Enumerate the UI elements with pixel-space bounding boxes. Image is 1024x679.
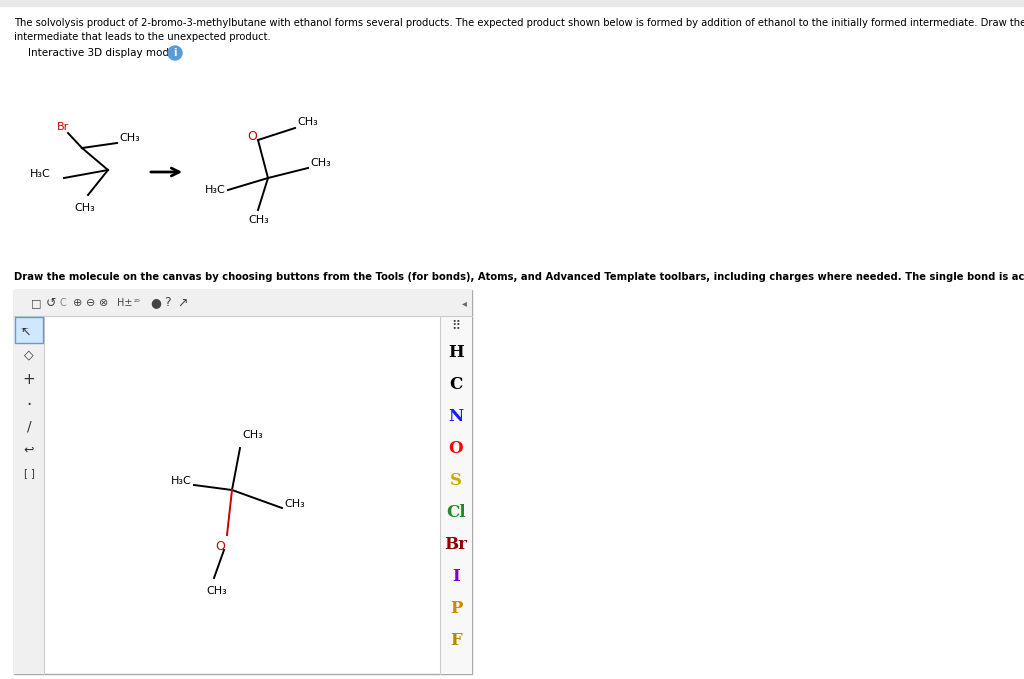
Bar xyxy=(0,0,1024,6)
Text: ⊗: ⊗ xyxy=(99,298,109,308)
Text: CH₃: CH₃ xyxy=(242,430,263,440)
Text: O: O xyxy=(215,540,225,553)
Text: Br: Br xyxy=(57,122,70,132)
Text: CH₃: CH₃ xyxy=(284,499,305,509)
Text: CH₃: CH₃ xyxy=(310,158,331,168)
Text: ◇: ◇ xyxy=(25,348,34,361)
Circle shape xyxy=(168,46,182,60)
Text: H: H xyxy=(449,344,464,361)
Text: Br: Br xyxy=(444,536,468,553)
Text: i: i xyxy=(173,48,177,58)
Text: CH₃: CH₃ xyxy=(119,133,139,143)
Text: H₃C: H₃C xyxy=(205,185,225,195)
Text: I: I xyxy=(453,568,460,585)
Text: O: O xyxy=(247,130,257,143)
Text: CH₃: CH₃ xyxy=(297,117,317,127)
Text: Draw the molecule on the canvas by choosing buttons from the Tools (for bonds), : Draw the molecule on the canvas by choos… xyxy=(14,272,1024,282)
Text: ↩: ↩ xyxy=(24,444,34,457)
Text: H₃C: H₃C xyxy=(30,169,51,179)
Bar xyxy=(14,290,472,316)
Text: ⊕: ⊕ xyxy=(73,298,82,308)
Bar xyxy=(14,316,44,674)
Text: ↺: ↺ xyxy=(46,297,56,310)
Text: O: O xyxy=(449,440,463,457)
Text: Interactive 3D display mode: Interactive 3D display mode xyxy=(28,48,175,58)
Text: [ ]: [ ] xyxy=(24,468,35,478)
Text: The solvolysis product of 2-bromo-3-methylbutane with ethanol forms several prod: The solvolysis product of 2-bromo-3-meth… xyxy=(14,18,1024,28)
Text: ?: ? xyxy=(164,297,171,310)
Text: /: / xyxy=(27,420,32,434)
Text: ↖: ↖ xyxy=(20,325,31,339)
Text: ²⁰: ²⁰ xyxy=(134,299,140,308)
Text: Cl: Cl xyxy=(446,504,466,521)
Text: CH₃: CH₃ xyxy=(206,586,226,596)
Text: P: P xyxy=(450,600,462,617)
Bar xyxy=(440,316,472,674)
Text: ⊖: ⊖ xyxy=(86,298,95,308)
Text: ....: .... xyxy=(20,324,29,330)
Bar xyxy=(14,290,472,674)
Text: N: N xyxy=(449,408,464,425)
Text: CH₃: CH₃ xyxy=(248,215,268,225)
Text: H₃C: H₃C xyxy=(171,476,193,486)
Text: S: S xyxy=(450,472,462,489)
Text: +: + xyxy=(23,372,36,387)
Bar xyxy=(15,317,43,343)
Text: ◂: ◂ xyxy=(462,298,467,308)
Text: ⠿: ⠿ xyxy=(452,320,461,333)
Text: ↗: ↗ xyxy=(177,297,187,310)
Text: C: C xyxy=(450,376,463,393)
Text: C: C xyxy=(60,298,67,308)
Text: H±: H± xyxy=(117,298,132,308)
Text: CH₃: CH₃ xyxy=(74,203,95,213)
Text: ·: · xyxy=(27,396,32,414)
Text: ●: ● xyxy=(150,297,161,310)
Text: □: □ xyxy=(31,298,42,308)
Text: F: F xyxy=(451,632,462,649)
Text: intermediate that leads to the unexpected product.: intermediate that leads to the unexpecte… xyxy=(14,32,270,42)
